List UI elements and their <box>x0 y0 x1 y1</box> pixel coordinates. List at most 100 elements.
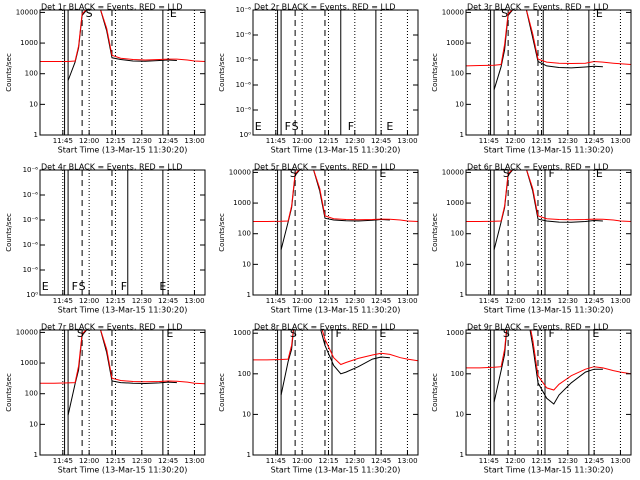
y-axis-label: Counts/sec <box>5 53 13 92</box>
annotation: E <box>42 280 49 293</box>
chart-title: Det 7r BLACK = Events, RED = LLD <box>41 323 183 332</box>
x-tick-label: 11:45 <box>266 137 286 145</box>
chart-title: Det 9r BLACK = Events, RED = LLD <box>467 323 609 332</box>
x-tick-label: 12:00 <box>79 297 99 305</box>
x-tick-label: 11:45 <box>53 457 73 465</box>
y-tick-label: 10⁰ <box>26 291 38 299</box>
y-axis-label: Counts/sec <box>431 213 439 252</box>
annotation: F <box>348 120 354 133</box>
frame <box>39 329 206 456</box>
annotation: E <box>596 7 603 20</box>
chart-title: Det 2r BLACK = Events, RED = LLD <box>254 3 396 12</box>
series-line <box>253 170 418 222</box>
y-axis-label: Counts/sec <box>431 53 439 92</box>
y-tick-label: 10⁻⁶ <box>236 106 252 114</box>
x-tick-label: 12:45 <box>584 137 604 145</box>
x-tick-label: 12:30 <box>558 137 578 145</box>
annotation: E <box>379 327 386 340</box>
y-tick-label: 100 <box>238 370 251 378</box>
frame <box>465 9 632 136</box>
x-axis-label: Start Time (13-Mar-15 11:30:20) <box>484 306 614 315</box>
y-tick-label: 10⁰ <box>239 131 251 139</box>
x-tick-label: 12:45 <box>584 457 604 465</box>
x-tick-label: 11:45 <box>479 457 499 465</box>
x-tick-label: 12:30 <box>558 297 578 305</box>
x-tick-label: 13:00 <box>184 137 204 145</box>
frame <box>465 169 632 296</box>
x-tick-label: 13:00 <box>610 297 630 305</box>
annotation: S <box>501 7 508 20</box>
y-tick-label: 1 <box>460 451 464 459</box>
x-tick-label: 12:30 <box>345 297 365 305</box>
annotation: F <box>549 167 555 180</box>
annotation: S <box>79 280 86 293</box>
y-tick-label: 10⁻⁶ <box>23 166 39 174</box>
x-tick-label: 13:00 <box>397 297 417 305</box>
annotation: E <box>596 167 603 180</box>
y-tick-label: 100 <box>451 370 464 378</box>
x-tick-label: 11:45 <box>479 137 499 145</box>
x-tick-label: 13:00 <box>184 297 204 305</box>
y-tick-label: 10 <box>29 420 38 428</box>
x-tick-label: 12:45 <box>158 297 178 305</box>
x-axis-label: Start Time (13-Mar-15 11:30:20) <box>58 466 188 475</box>
series-line <box>466 10 631 67</box>
x-tick-label: 12:30 <box>132 137 152 145</box>
annotation: S <box>503 167 510 180</box>
y-axis-label: Counts/sec <box>5 373 13 412</box>
x-tick-label: 12:00 <box>79 137 99 145</box>
y-axis-label: Counts/sec <box>218 213 226 252</box>
y-tick-label: 10⁻⁶ <box>236 56 252 64</box>
y-axis-label: Counts/sec <box>218 373 226 412</box>
x-tick-label: 11:45 <box>53 137 73 145</box>
chart-title: Det 6r BLACK = Events, RED = LLD <box>467 163 609 172</box>
y-tick-label: 10⁻⁶ <box>23 216 39 224</box>
x-tick-label: 13:00 <box>397 137 417 145</box>
annotation: E <box>159 280 166 293</box>
annotation: F <box>285 120 291 133</box>
frame <box>252 169 419 296</box>
x-tick-label: 12:30 <box>558 457 578 465</box>
annotation: S <box>77 327 84 340</box>
chart-title: Det 1r BLACK = Events, RED = LLD <box>41 3 183 12</box>
y-tick-label: 1 <box>460 291 464 299</box>
annotation: E <box>386 120 393 133</box>
y-axis-label: Counts/sec <box>218 53 226 92</box>
x-tick-label: 12:15 <box>105 457 125 465</box>
x-tick-label: 12:30 <box>345 137 365 145</box>
annotation: S <box>290 327 297 340</box>
x-tick-label: 12:00 <box>505 297 525 305</box>
panel: S E 1 10 100 1000 10000 11:45 12:00 12:15 12:30 12:… <box>431 3 632 155</box>
x-tick-label: 12:45 <box>371 297 391 305</box>
x-tick-label: 12:45 <box>371 457 391 465</box>
series-line <box>493 10 603 90</box>
y-tick-label: 10 <box>455 100 464 108</box>
y-tick-label: 10 <box>455 410 464 418</box>
x-tick-label: 11:45 <box>53 297 73 305</box>
annotation: E <box>255 120 262 133</box>
x-tick-label: 11:45 <box>479 297 499 305</box>
y-tick-label: 10⁻⁶ <box>23 266 39 274</box>
y-tick-label: 10 <box>29 100 38 108</box>
chart-title: Det 4r BLACK = Events, RED = LLD <box>41 163 183 172</box>
panel: S F E 1 10 100 1000 11:45 12:00 12:15 12:30 12:45 13… <box>431 323 632 475</box>
plot-area <box>40 330 205 455</box>
y-tick-label: 1000 <box>20 359 38 367</box>
x-tick-label: 12:30 <box>132 297 152 305</box>
y-tick-label: 100 <box>25 70 38 78</box>
x-tick-label: 12:45 <box>584 297 604 305</box>
y-tick-label: 10000 <box>229 168 251 176</box>
y-tick-label: 1000 <box>20 39 38 47</box>
annotation: F <box>72 280 78 293</box>
y-axis-label: Counts/sec <box>431 373 439 412</box>
y-tick-label: 100 <box>25 390 38 398</box>
plot-area <box>466 330 631 455</box>
plot-area <box>40 10 205 135</box>
x-tick-label: 12:15 <box>531 137 551 145</box>
x-tick-label: 12:00 <box>79 457 99 465</box>
x-axis-label: Start Time (13-Mar-15 11:30:20) <box>484 146 614 155</box>
